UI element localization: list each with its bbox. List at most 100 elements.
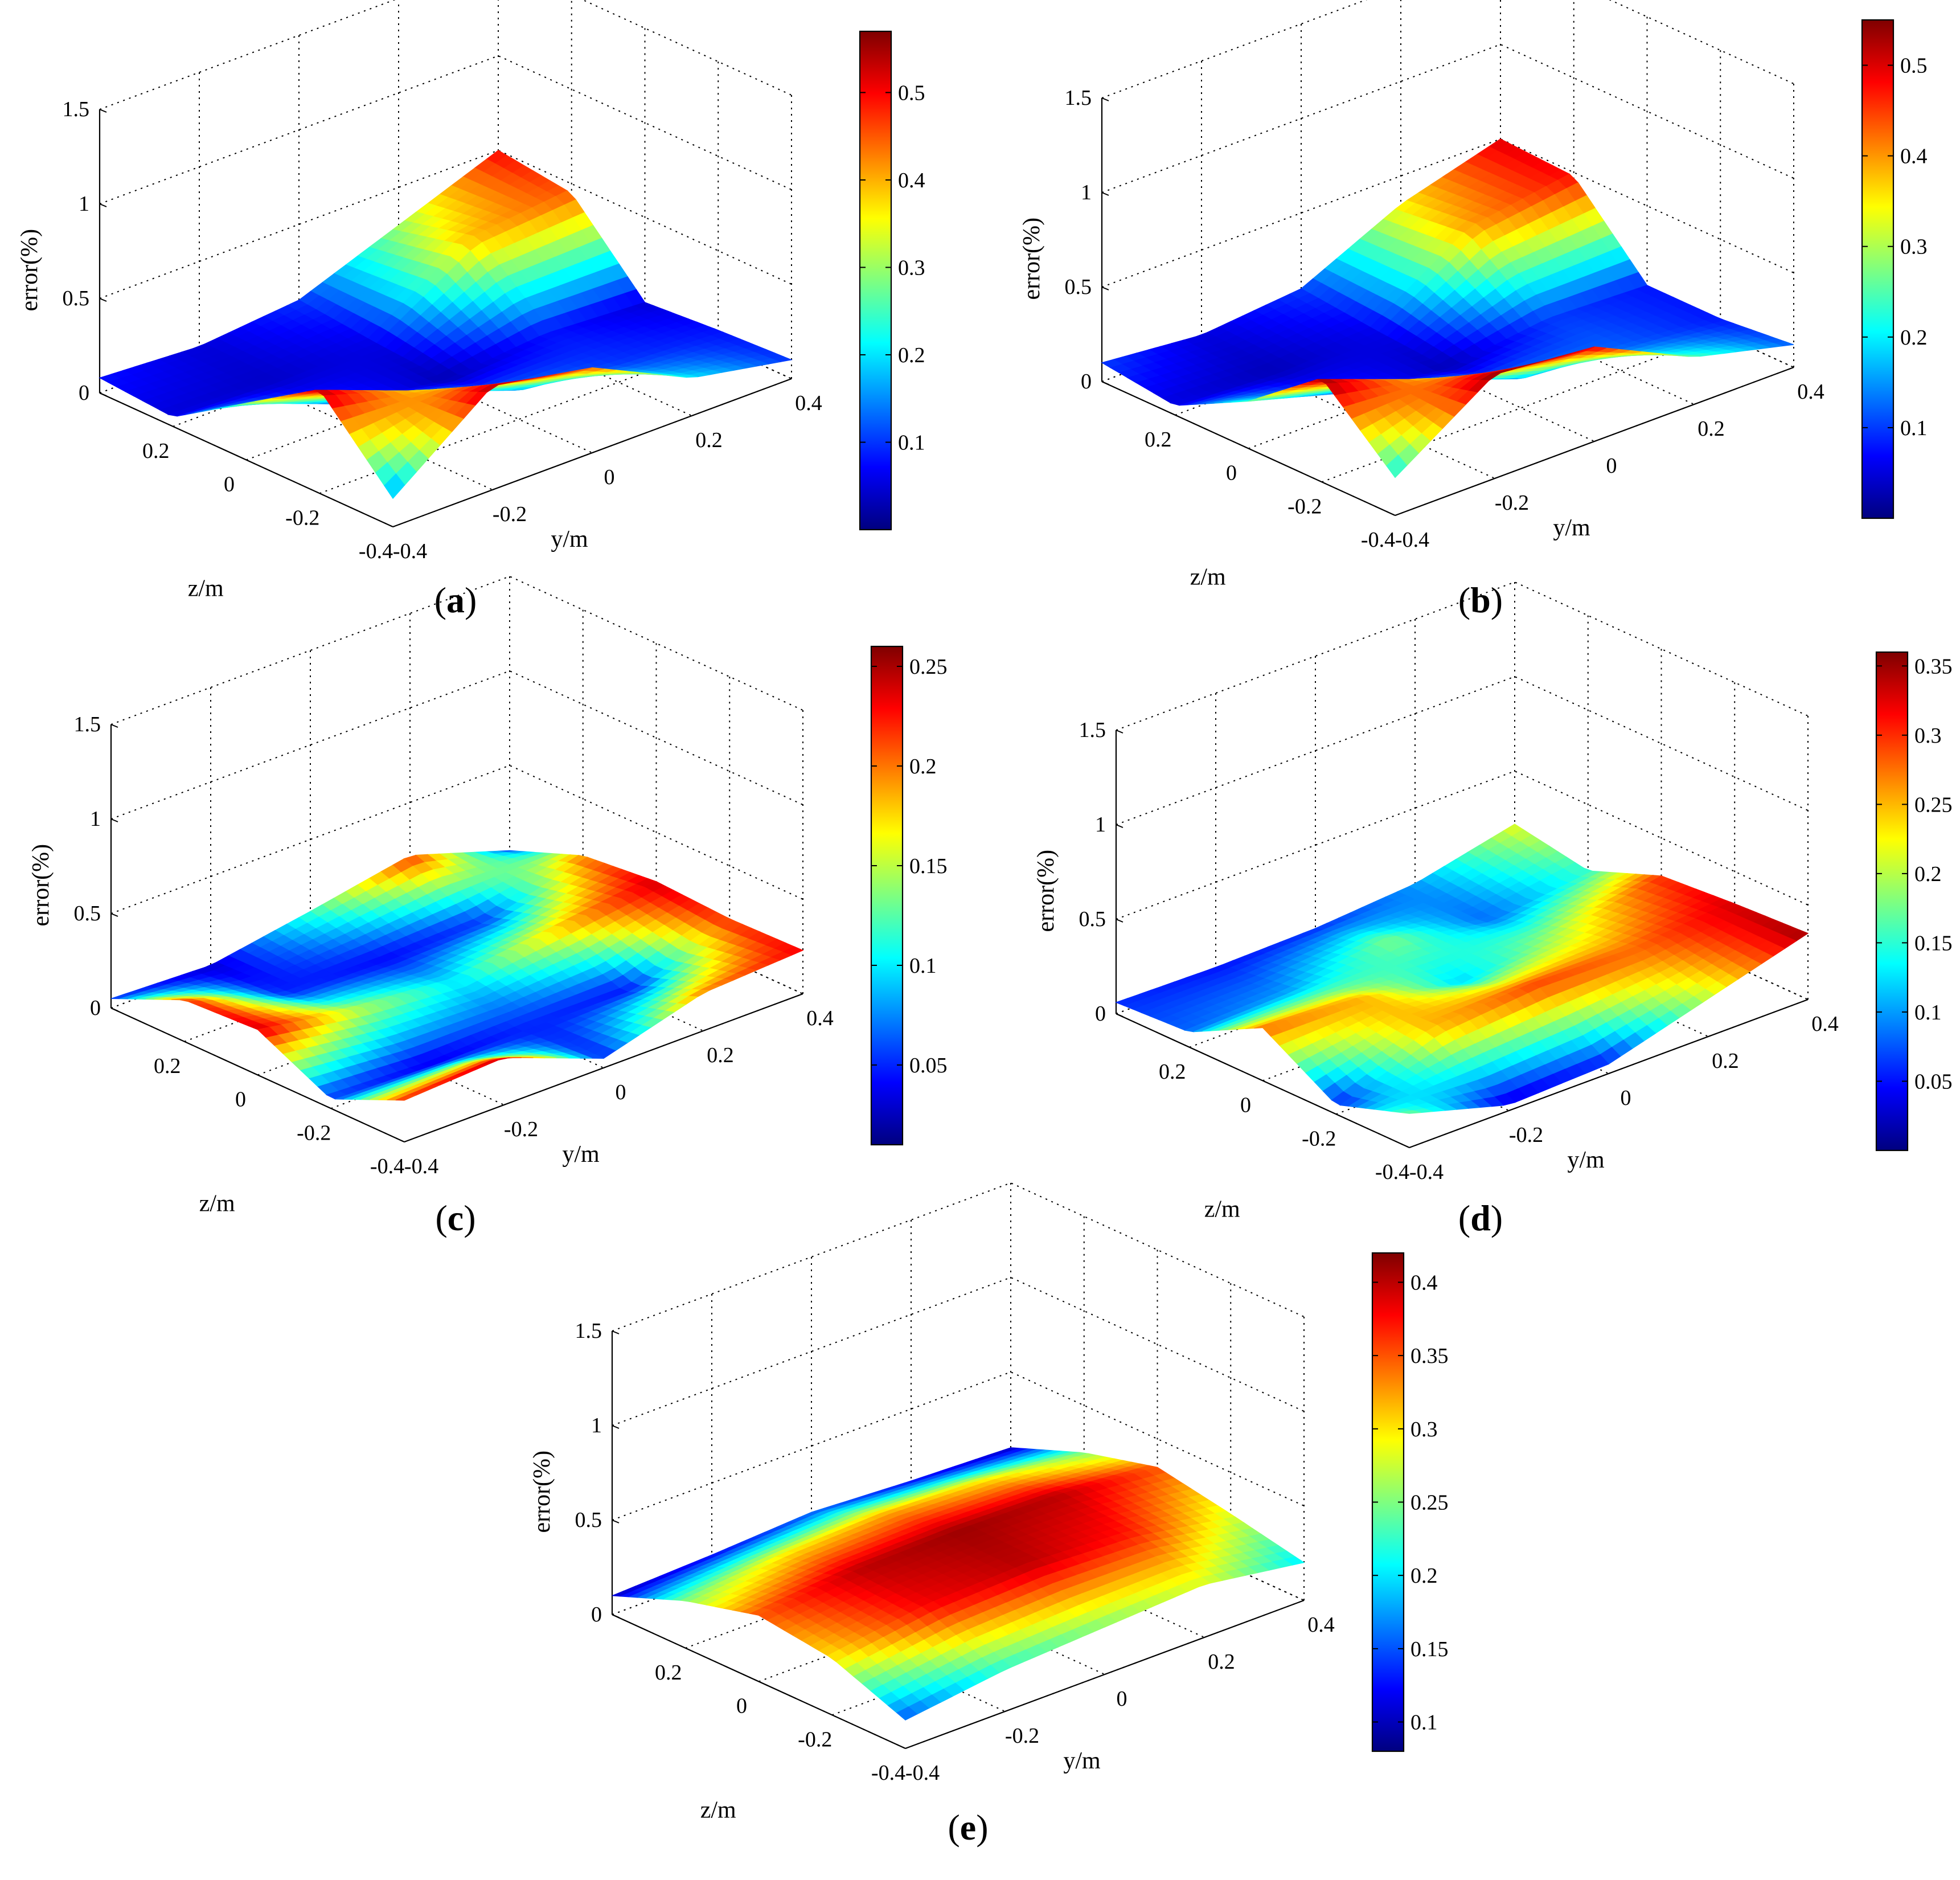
surface-patch [1386, 454, 1408, 478]
colorbar-tick-label: 0.3 [1914, 724, 1942, 748]
z-tick-label: 1 [1095, 813, 1106, 837]
colorbar-tick-label: 0.2 [1900, 326, 1928, 350]
colorbar: 0.050.10.150.20.25 [870, 645, 948, 1146]
y-tick-label: 0 [604, 465, 615, 489]
z-tick-label: 1.5 [1065, 86, 1092, 110]
y-tick-label: -0.4 [404, 1154, 438, 1178]
z-tick-label: 0 [90, 996, 101, 1020]
depth-tick-label: 0 [235, 1088, 246, 1112]
panel-label: (c) [435, 1198, 475, 1238]
panel-label: (a) [434, 580, 477, 620]
y-tick-label: 0.2 [695, 428, 723, 452]
z-tick-label: 1.5 [74, 712, 101, 736]
y-tick-label: -0.2 [493, 502, 527, 526]
y-tick-label: 0.2 [1712, 1049, 1739, 1073]
y-tick-label: 0.2 [707, 1043, 734, 1067]
depth-tick-label: -0.4 [1375, 1160, 1409, 1184]
panel-label: (b) [1458, 580, 1503, 620]
surface [1115, 824, 1809, 1114]
z-tick-label: 0 [1081, 370, 1092, 394]
colorbar-tick-label: 0.1 [909, 954, 937, 978]
colorbar-tick-label: 0.5 [1900, 54, 1928, 78]
z-tick-label: 0 [1095, 1002, 1106, 1026]
axes [110, 724, 803, 1143]
colorbar-tick-label: 0.25 [909, 655, 948, 679]
colorbar-tick-label: 0.2 [898, 343, 925, 367]
y-axis-label: y/m [1567, 1147, 1605, 1173]
depth-tick-label: -0.4 [1361, 528, 1395, 552]
surface [612, 1447, 1305, 1721]
z-tick-label: 0.5 [63, 286, 90, 310]
z-tick-label: 0.5 [74, 902, 101, 925]
z-tick-label: 1 [79, 192, 89, 216]
depth-tick-label: -0.2 [285, 506, 319, 530]
colorbar-tick-label: 0.15 [1914, 931, 1953, 955]
colorbar-tick-label: 0.35 [1914, 654, 1953, 678]
y-tick-label: 0 [1606, 454, 1617, 478]
depth-tick-label: 0.2 [1159, 1060, 1186, 1084]
colorbar-tick-label: 0.3 [898, 256, 925, 280]
colorbar-tick-label: 0.4 [898, 169, 925, 192]
colorbar: 0.050.10.150.20.250.30.35 [1875, 651, 1953, 1152]
y-tick-label: -0.2 [504, 1117, 538, 1141]
depth-tick-label: 0.2 [142, 439, 170, 463]
depth-tick-label: -0.2 [1287, 494, 1322, 518]
colorbar-tick-label: 0.05 [1914, 1070, 1953, 1093]
depth-tick-label: 0.2 [154, 1054, 181, 1078]
colorbar-tick-label: 0.1 [1900, 416, 1928, 440]
colorbar-gradient [1862, 20, 1893, 518]
y-tick-label: 0.4 [1811, 1012, 1839, 1036]
z-tick-label: 0 [79, 381, 89, 405]
y-axis-label: y/m [1553, 515, 1590, 541]
y-tick-label: 0 [616, 1080, 626, 1104]
z-tick-label: 0.5 [1065, 275, 1092, 299]
depth-tick-label: 0 [1240, 1093, 1251, 1117]
y-tick-label: -0.2 [1495, 491, 1529, 515]
panel-d: 00.511.5-0.4-0.200.2-0.4-0.200.20.4error… [1033, 581, 1953, 1238]
z-axis-label: error(%) [1019, 218, 1045, 300]
colorbar: 0.10.20.30.40.5 [1861, 19, 1928, 519]
axes [99, 109, 792, 528]
colorbar-tick-label: 0.5 [898, 81, 925, 105]
colorbar-gradient [860, 31, 891, 530]
colorbar-tick-label: 0.15 [909, 854, 948, 878]
z-tick-label: 1.5 [63, 97, 90, 121]
panel-c: 00.511.5-0.4-0.200.2-0.4-0.200.20.4error… [28, 575, 948, 1238]
depth-axis-line [110, 1007, 405, 1143]
y-tick-label: -0.4 [1409, 1160, 1444, 1184]
surface [1101, 138, 1794, 478]
depth-axis-line [1101, 380, 1396, 517]
y-tick-label: -0.2 [1509, 1123, 1543, 1147]
depth-axis-label: z/m [1204, 1196, 1240, 1222]
depth-tick-label: -0.4 [359, 539, 393, 563]
z-tick-label: 0.5 [1079, 907, 1106, 931]
depth-axis-label: z/m [199, 1190, 235, 1217]
y-tick-label: 0.4 [795, 391, 822, 415]
colorbar-tick-label: 0.4 [1900, 145, 1928, 169]
depth-tick-label: 0.2 [1145, 428, 1172, 452]
depth-tick-label: 0 [224, 473, 235, 497]
depth-tick-label: -0.2 [297, 1121, 331, 1145]
surface [110, 850, 804, 1101]
z-axis-label: error(%) [28, 844, 54, 927]
depth-axis-label: z/m [188, 575, 224, 601]
y-tick-label: -0.4 [1395, 528, 1429, 552]
depth-tick-label: 0 [1226, 461, 1237, 485]
y-axis-line [392, 378, 792, 528]
colorbar: 0.10.20.30.40.5 [859, 30, 925, 531]
panel-label: (d) [1458, 1198, 1503, 1238]
colorbar-gradient [871, 646, 903, 1145]
z-tick-label: 1 [1081, 181, 1092, 204]
axes [1101, 97, 1794, 517]
panel-a: 00.511.5-0.4-0.200.2-0.4-0.200.20.4error… [17, 0, 925, 620]
y-axis-line [404, 993, 803, 1143]
y-tick-label: -0.4 [393, 539, 427, 563]
y-axis-label: y/m [562, 1141, 600, 1168]
y-axis-label: y/m [551, 526, 588, 552]
surface [99, 150, 793, 499]
panel-e: 00.511.5-0.4-0.200.2-0.4-0.200.20.4error… [529, 1182, 1449, 1848]
panel-b: 0 0.5 1 1.5 -0.4 -0.2 0 0.2 -0.4 -0.2 0 0.2 0.4 error… [1019, 0, 1928, 620]
z-tick-label: 1 [90, 807, 101, 831]
colorbar-tick-label: 0.2 [1914, 862, 1942, 886]
